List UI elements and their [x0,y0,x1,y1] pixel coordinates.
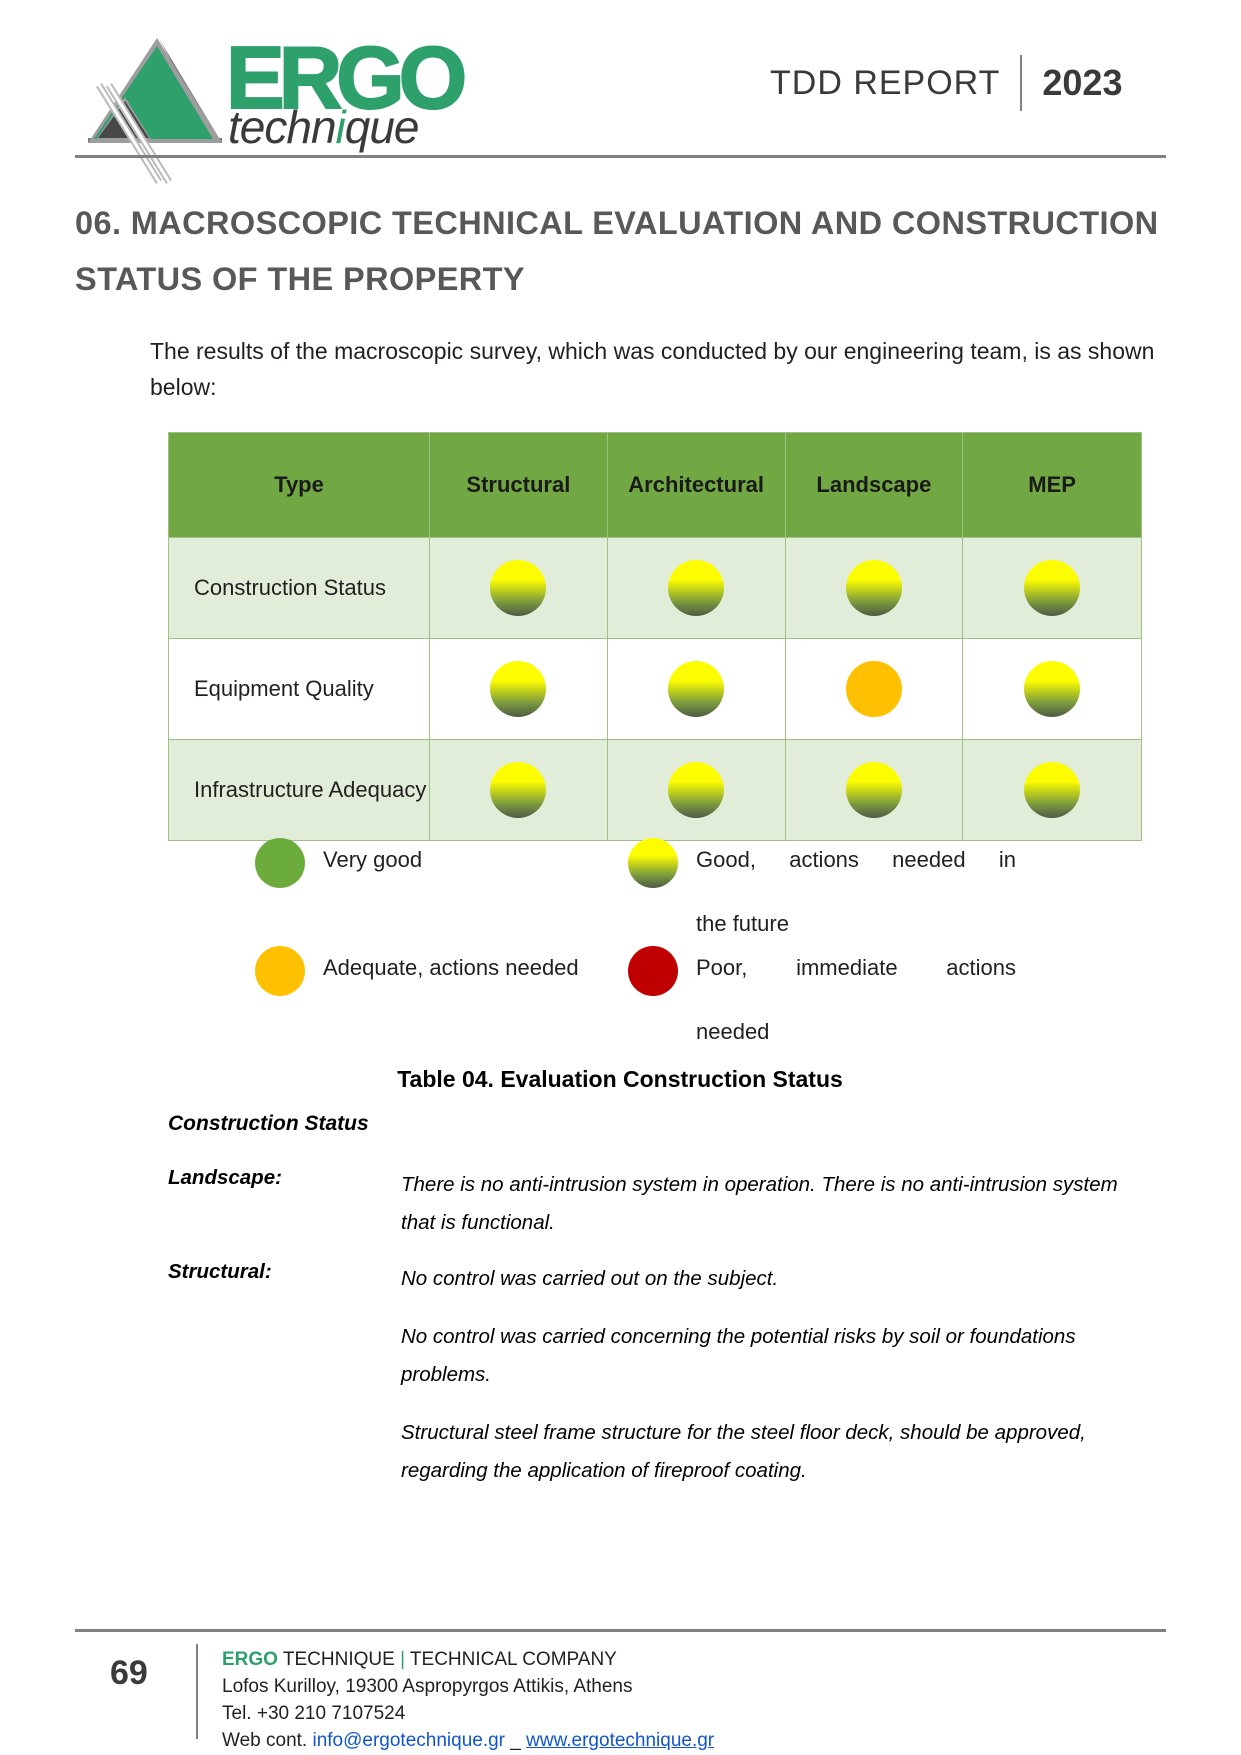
svg-text:technique: technique [228,101,419,153]
